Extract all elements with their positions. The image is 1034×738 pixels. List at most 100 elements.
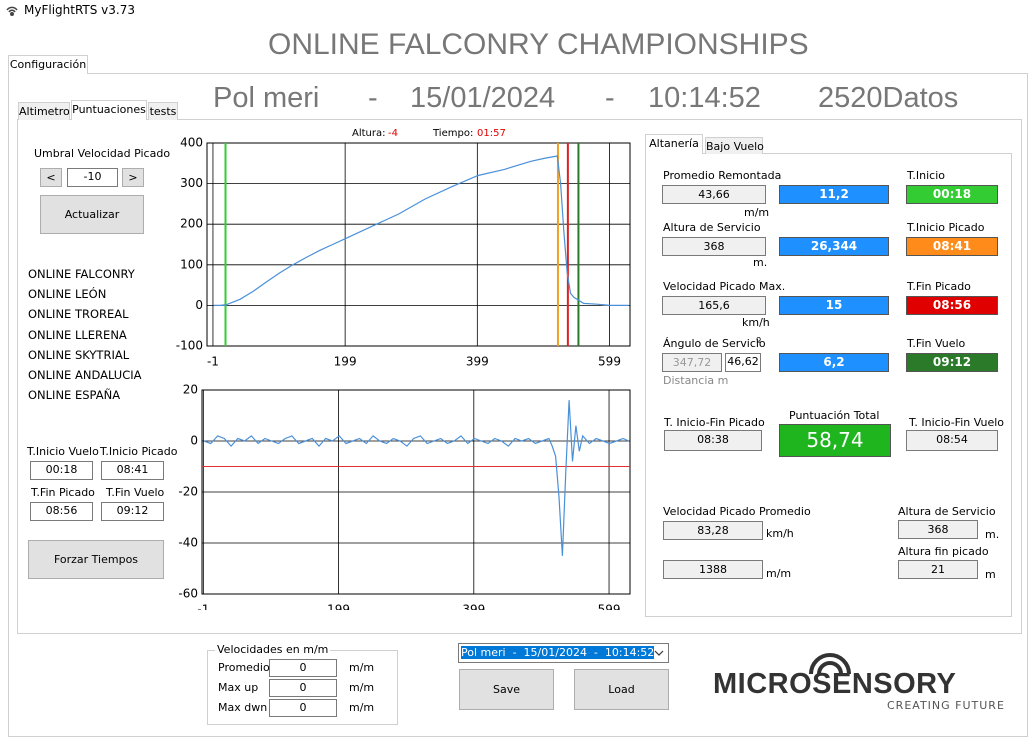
header-date: 15/01/2024 — [410, 82, 556, 114]
y-tick-label: 200 — [180, 217, 203, 231]
threshold-value[interactable]: -10 — [67, 168, 118, 187]
speed-label: Max dwn — [218, 701, 268, 714]
results-tab[interactable]: Bajo Vuelo — [705, 137, 764, 154]
extra-unit: m/m — [766, 567, 792, 580]
header-time: 10:14:52 — [648, 82, 761, 114]
time-field[interactable]: 00:18 — [30, 461, 93, 480]
time-field[interactable]: 09:12 — [101, 502, 164, 521]
time-label: T.Fin Picado — [907, 280, 971, 293]
next-button[interactable]: > — [122, 168, 144, 187]
time-label: T.Fin Picado — [31, 486, 95, 499]
prev-button[interactable]: < — [40, 168, 62, 187]
sub-tab[interactable]: Puntuaciones — [71, 100, 147, 120]
y-tick-label: -40 — [178, 536, 198, 550]
logo-waves — [809, 653, 851, 675]
sub-tab[interactable]: tests — [148, 102, 178, 120]
extra-label: Velocidad Picado Promedio — [663, 505, 811, 518]
chart: -60 -40 -20 0 20 -1 199 399 599 — [178, 383, 631, 611]
altura-label: Altura: — [352, 128, 386, 139]
metric-score: 6,2 — [779, 353, 889, 372]
time-label: T.Inicio Vuelo — [27, 445, 99, 458]
y-tick-label: 100 — [180, 257, 203, 271]
time-label: T.Inicio Picado — [907, 221, 985, 234]
header-separator: - — [605, 82, 615, 114]
extra-unit: m — [985, 568, 996, 581]
speed-value[interactable]: 0 — [269, 699, 337, 717]
extra-value[interactable]: 21 — [898, 560, 978, 579]
time-value: 08:56 — [906, 296, 998, 315]
update-button[interactable]: Actualizar — [40, 195, 144, 234]
dropdown-caret[interactable] — [654, 649, 664, 657]
metric-unit: m/m — [744, 206, 770, 219]
extra-value[interactable]: 83,28 — [663, 521, 763, 540]
team-name: ONLINE FALCONRY — [28, 267, 135, 281]
threshold-label: Umbral Velocidad Picado — [34, 147, 171, 160]
speed-label: Max up — [218, 681, 259, 694]
y-tick-label: 0 — [190, 434, 198, 448]
tiempo-value: 01:57 — [477, 128, 506, 139]
x-tick-label: -1 — [207, 355, 219, 369]
y-tick-label: -20 — [178, 485, 198, 499]
data-line — [213, 155, 629, 306]
force-times-button[interactable]: Forzar Tiempos — [28, 540, 164, 579]
time-field[interactable]: 08:56 — [30, 502, 93, 521]
session-select[interactable]: Pol meri - 15/01/2024 - 10:14:52 — [458, 643, 669, 663]
metric-value[interactable]: 347,72 — [662, 353, 722, 372]
x-tick-label: 599 — [598, 355, 621, 369]
plot-area — [206, 142, 631, 347]
time-value: 08:41 — [906, 237, 998, 256]
results-tab[interactable]: Altanería — [645, 134, 703, 154]
header-count: 2520Datos — [818, 82, 959, 114]
team-name: ONLINE LLERENA — [28, 327, 127, 342]
total-score-label: Puntuación Total — [789, 409, 880, 422]
extra-value[interactable]: 368 — [898, 520, 978, 539]
extra-unit: km/h — [766, 527, 794, 540]
time-field[interactable]: 08:41 — [101, 461, 164, 480]
x-tick-label: 199 — [334, 355, 357, 369]
team-name: ONLINE TROREAL — [28, 307, 129, 322]
speed-unit: m/m — [349, 701, 375, 714]
y-tick-label: -60 — [178, 587, 198, 601]
metric-symbol: º — [756, 335, 762, 348]
total-value[interactable]: 08:38 — [664, 430, 762, 451]
speed-label: Promedio — [218, 661, 270, 674]
metric-value[interactable]: 165,6 — [662, 296, 766, 315]
metric-score: 15 — [779, 296, 889, 315]
x-tick-label: 599 — [598, 603, 621, 611]
metric-value[interactable]: 368 — [662, 237, 766, 256]
metric-value[interactable]: 43,66 — [662, 185, 766, 204]
metric-value[interactable]: 46,62 — [725, 353, 761, 372]
save-button[interactable]: Save — [459, 669, 554, 710]
header-title: ONLINE FALCONRY CHAMPIONSHIPS — [268, 28, 809, 61]
main-tab[interactable]: Configuración — [8, 55, 88, 74]
x-tick-label: 199 — [327, 603, 350, 611]
time-value: 00:18 — [906, 185, 998, 204]
metric-unit: km/h — [742, 316, 770, 329]
team-name: ONLINE ANDALUCIA — [28, 368, 142, 382]
extra-unit: m. — [985, 528, 1000, 541]
total-value[interactable]: 08:54 — [906, 430, 998, 451]
speed-value[interactable]: 0 — [269, 679, 337, 697]
logo-name: MICROSENSORY — [713, 668, 957, 700]
chart: -100 0 100 200 300 400 -1 199 399 599 — [176, 136, 631, 369]
header-separator: - — [368, 82, 378, 114]
y-tick-label: 20 — [183, 383, 198, 397]
extra-label: Altura fin picado — [898, 545, 989, 558]
x-tick-label: 399 — [466, 355, 489, 369]
extra-value[interactable]: 1388 — [663, 560, 763, 579]
time-label: T.Fin Vuelo — [907, 337, 966, 350]
x-tick-label: -1 — [197, 603, 209, 611]
speeds-title: Velocidades en m/m — [215, 643, 331, 656]
sub-tab[interactable]: Altimetro — [18, 102, 70, 120]
time-label: T.Inicio — [907, 169, 946, 182]
team-name: ONLINE SKYTRIAL — [28, 347, 130, 362]
load-button[interactable]: Load — [574, 669, 669, 710]
app-icon — [6, 6, 18, 16]
metric-label: Promedio Remontada — [663, 169, 782, 182]
speed-value[interactable]: 0 — [269, 659, 337, 677]
metric-unit: Distancia m — [663, 374, 729, 387]
time-label: T.Fin Vuelo — [106, 486, 165, 499]
speed-unit: m/m — [349, 681, 375, 694]
session-select-text[interactable]: Pol meri - 15/01/2024 - 10:14:52 — [461, 646, 655, 659]
